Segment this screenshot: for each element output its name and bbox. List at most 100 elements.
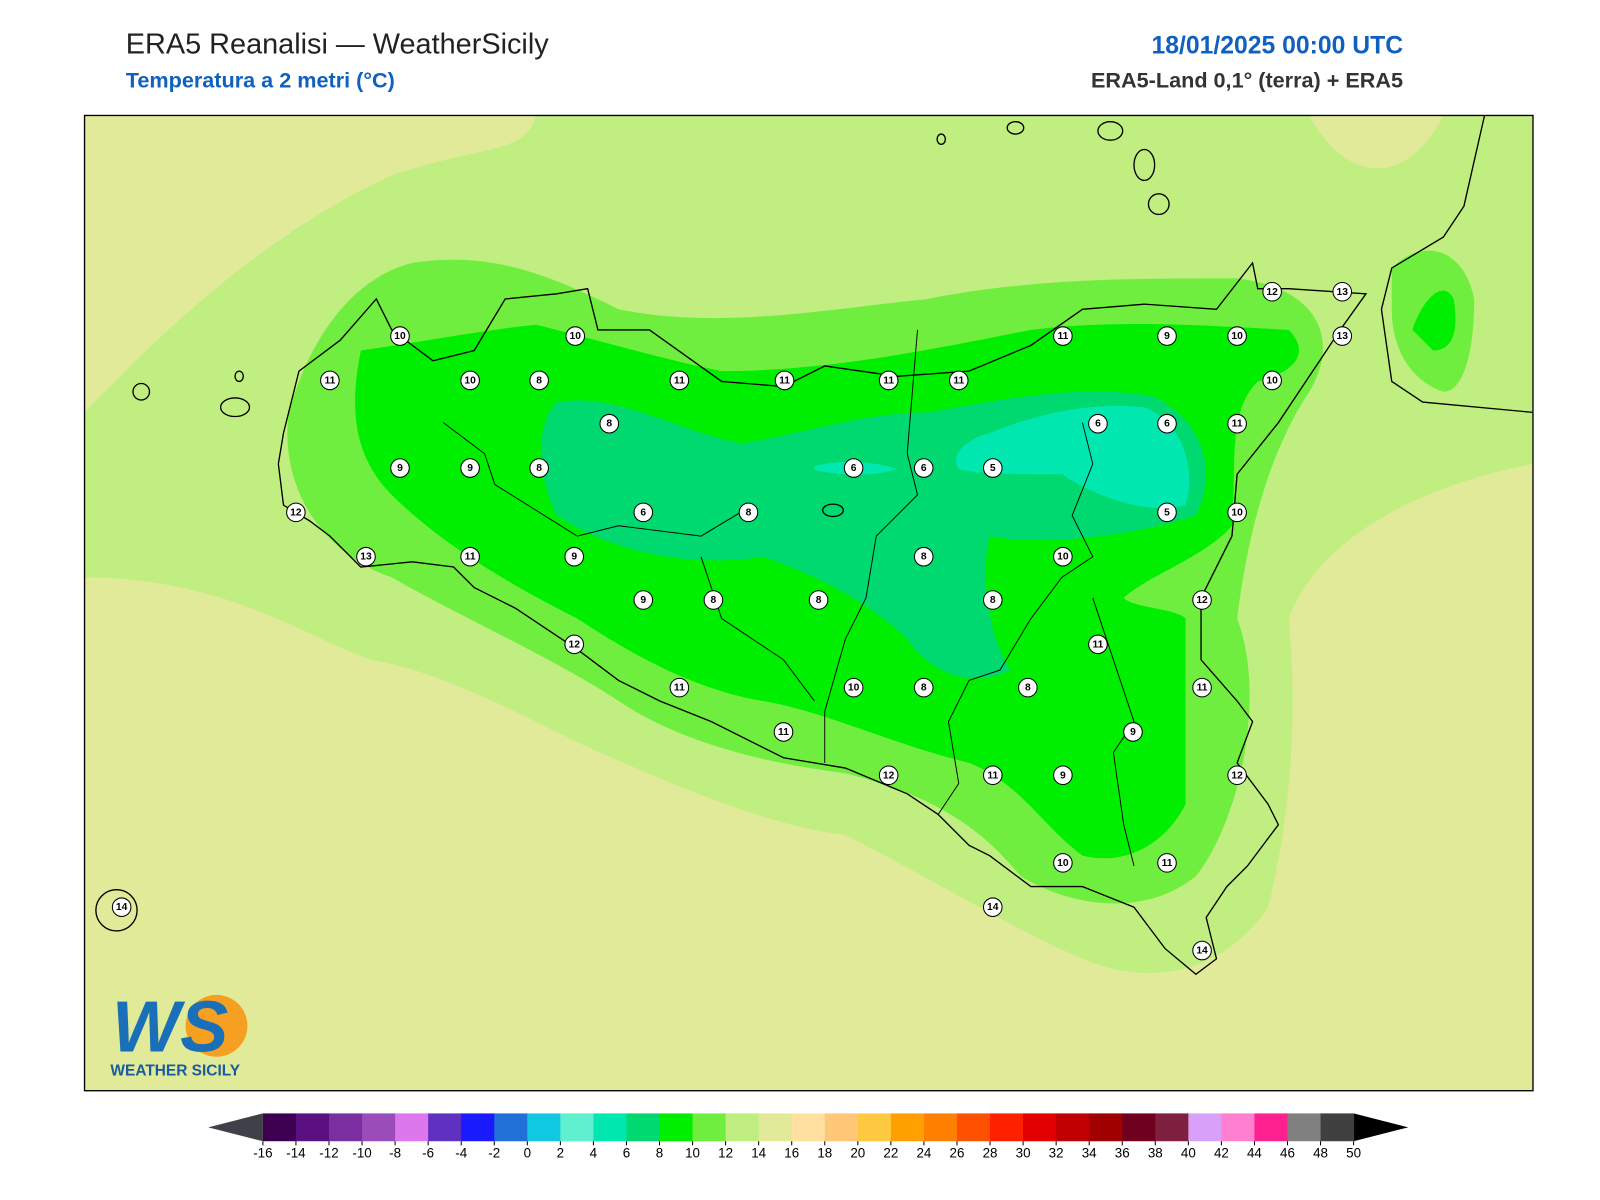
station-marker bbox=[1227, 326, 1247, 346]
colorbar-swatch bbox=[1023, 1113, 1057, 1142]
station: 10 bbox=[1053, 546, 1073, 567]
station-marker bbox=[460, 458, 480, 478]
colorbar-swatch bbox=[791, 1113, 826, 1142]
colorbar: -16 -14 -12 -10 -8 -6 -4 -2 0 2 4 6 8 10 12 14 16 18 20 22 2… bbox=[208, 1113, 1409, 1161]
station: 11 bbox=[773, 722, 794, 742]
station-value: 11 bbox=[1197, 683, 1208, 694]
station-value: 12 bbox=[1266, 287, 1278, 298]
colorbar-tick-label: 38 bbox=[1148, 1146, 1163, 1161]
station-value: 6 bbox=[1095, 419, 1101, 430]
station-marker bbox=[843, 458, 864, 478]
station: 10 bbox=[565, 326, 586, 346]
colorbar-tick-label: -6 bbox=[422, 1146, 434, 1161]
station-value: 10 bbox=[464, 375, 476, 386]
station-value: 6 bbox=[921, 463, 927, 474]
province-borders bbox=[443, 329, 1135, 867]
station-marker bbox=[1157, 502, 1177, 523]
colorbar-tick-label: 46 bbox=[1280, 1146, 1295, 1161]
station: 8 bbox=[982, 590, 1003, 610]
colorbar-tick-label: 10 bbox=[685, 1146, 700, 1161]
sicily-coast bbox=[277, 261, 1368, 976]
colorbar-over bbox=[1353, 1113, 1409, 1142]
station: 9 bbox=[1053, 765, 1073, 786]
colorbar-tick-label: -10 bbox=[352, 1146, 371, 1161]
station-value: 5 bbox=[1164, 507, 1170, 518]
station-value: 11 bbox=[674, 375, 685, 386]
station-marker bbox=[1157, 326, 1177, 346]
station: 10 bbox=[1262, 370, 1282, 391]
colorbar-tick-label: 14 bbox=[751, 1146, 766, 1161]
station: 11 bbox=[1088, 634, 1108, 655]
colorbar-tick-label: 6 bbox=[623, 1146, 630, 1161]
colorbar-swatch bbox=[990, 1113, 1024, 1142]
station: 13 bbox=[1332, 281, 1353, 302]
colorbar-tick-label: -2 bbox=[488, 1146, 500, 1161]
station: 10 bbox=[460, 370, 480, 391]
station-value: 11 bbox=[779, 375, 790, 386]
station-value: 10 bbox=[1231, 331, 1243, 342]
station: 8 bbox=[913, 546, 934, 567]
colorbar-tick-label: 50 bbox=[1346, 1146, 1361, 1161]
station-value: 11 bbox=[1057, 331, 1068, 342]
station-marker bbox=[286, 502, 306, 523]
station-value: 10 bbox=[1266, 375, 1278, 386]
calabria-coast bbox=[1380, 115, 1533, 414]
station-value: 8 bbox=[606, 419, 612, 430]
station-value: 8 bbox=[990, 595, 996, 606]
station-value: 8 bbox=[921, 683, 927, 694]
station-marker bbox=[982, 765, 1003, 786]
station-value: 8 bbox=[536, 375, 542, 386]
station: 9 bbox=[564, 546, 585, 567]
station-marker bbox=[982, 897, 1003, 918]
colorbar-swatch bbox=[527, 1113, 561, 1142]
colorbar-tick-label: 42 bbox=[1214, 1146, 1229, 1161]
station-marker bbox=[1332, 281, 1353, 302]
subtitle: Temperatura a 2 metri (°C) bbox=[126, 68, 395, 93]
station-marker bbox=[1332, 326, 1353, 346]
station-marker bbox=[390, 326, 410, 346]
logo-mark: WS bbox=[112, 988, 228, 1068]
station: 14 bbox=[1192, 940, 1212, 961]
colorbar-tick-label: -16 bbox=[253, 1146, 272, 1161]
station: 11 bbox=[669, 370, 690, 391]
station-marker bbox=[564, 634, 585, 655]
station: 10 bbox=[390, 326, 410, 346]
station-marker bbox=[111, 897, 132, 918]
station-value: 12 bbox=[1196, 595, 1208, 606]
colorbar-tick-label: 24 bbox=[916, 1146, 931, 1161]
station-value: 9 bbox=[1060, 770, 1066, 781]
station-value: 10 bbox=[1231, 507, 1243, 518]
station-marker bbox=[1123, 722, 1143, 742]
map-frame bbox=[83, 114, 1534, 1092]
colorbar-swatch bbox=[1089, 1113, 1123, 1142]
station-marker bbox=[1157, 413, 1177, 434]
station-value: 11 bbox=[883, 375, 894, 386]
station-marker bbox=[529, 370, 549, 391]
colorbar-swatch bbox=[1056, 1113, 1090, 1142]
logo-caption: WEATHER SICILY bbox=[110, 1062, 240, 1079]
station-value: 9 bbox=[467, 463, 473, 474]
colorbar-tick-label: 26 bbox=[950, 1146, 965, 1161]
colorbar-tick-label: 4 bbox=[590, 1146, 598, 1161]
station: 11 bbox=[669, 677, 690, 698]
colorbar-swatch bbox=[758, 1113, 793, 1142]
station-value: 11 bbox=[465, 552, 476, 563]
station-marker bbox=[1053, 326, 1073, 346]
station-marker bbox=[1262, 370, 1282, 391]
colorbar-tick-label: -4 bbox=[455, 1146, 467, 1161]
station-value: 11 bbox=[987, 770, 998, 781]
station-marker bbox=[564, 546, 585, 567]
station-value: 9 bbox=[1130, 727, 1136, 738]
station-value: 8 bbox=[1025, 683, 1031, 694]
station: 14 bbox=[982, 897, 1003, 918]
station: 10 bbox=[843, 677, 864, 698]
station-value: 9 bbox=[571, 552, 577, 563]
station-marker bbox=[633, 590, 654, 610]
colorbar-swatch bbox=[659, 1113, 694, 1142]
station-marker bbox=[1227, 765, 1247, 786]
colorbar-swatch bbox=[824, 1113, 859, 1142]
station-value: 8 bbox=[816, 595, 822, 606]
station: 11 bbox=[1053, 326, 1073, 346]
station-value: 11 bbox=[324, 375, 335, 386]
